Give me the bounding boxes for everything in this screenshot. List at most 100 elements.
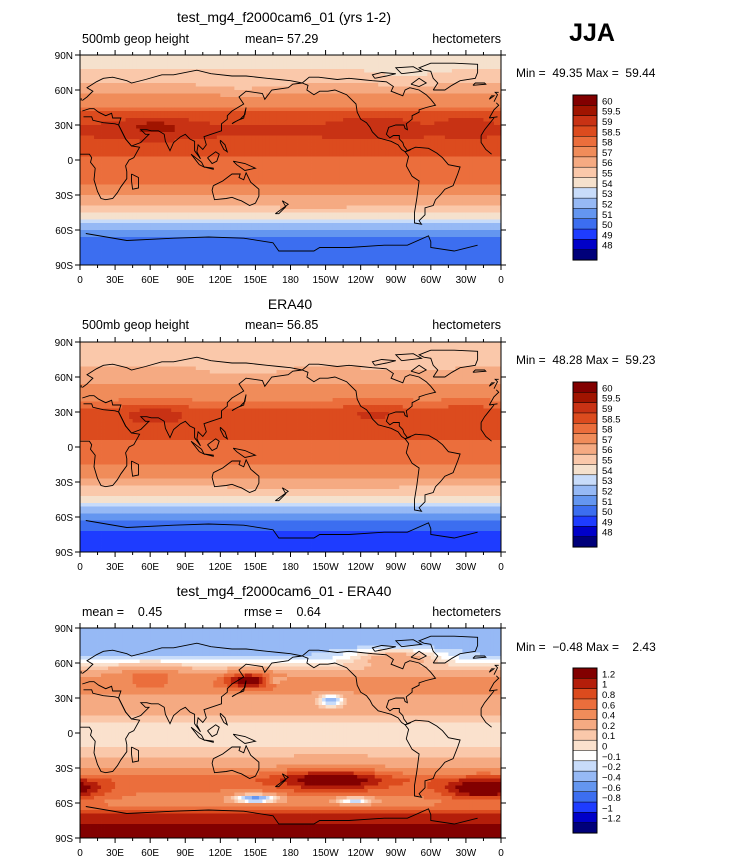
contour-cell [385, 111, 390, 115]
contour-cell [451, 55, 456, 59]
contour-cell [395, 174, 400, 178]
contour-cell [378, 153, 383, 157]
contour-cell [244, 174, 249, 178]
contour-cell [209, 55, 214, 59]
contour-cell [301, 65, 305, 70]
contour-cell [118, 107, 123, 112]
contour-cell [111, 163, 116, 168]
contour-cell [462, 181, 467, 185]
contour-cell [493, 191, 498, 196]
contour-cell [395, 128, 400, 133]
contour-cell [227, 58, 232, 63]
contour-cell [388, 191, 393, 196]
contour-cell [181, 146, 186, 150]
contour-cell [237, 86, 242, 91]
contour-cell [248, 132, 253, 136]
contour-cell [409, 111, 414, 115]
contour-cell [139, 72, 144, 77]
contour-cell [251, 58, 256, 63]
contour-cell [479, 72, 484, 77]
contour-cell [87, 174, 91, 178]
contour-cell [490, 125, 495, 129]
contour-cell [469, 156, 474, 161]
contour-cell [94, 69, 98, 73]
contour-cell [378, 76, 383, 80]
contour-cell [118, 128, 123, 133]
contour-cell [304, 121, 309, 126]
contour-cell [367, 121, 372, 126]
contour-cell [248, 100, 253, 105]
contour-cell [276, 132, 281, 136]
contour-cell [118, 114, 123, 119]
contour-cell [160, 195, 165, 199]
contour-cell [220, 163, 225, 168]
contour-cell [188, 142, 193, 147]
contour-cell [83, 153, 88, 157]
contour-cell [132, 163, 137, 168]
contour-cell [388, 107, 393, 112]
contour-cell [192, 90, 197, 94]
contour-cell [178, 146, 183, 150]
contour-cell [486, 142, 491, 147]
contour-cell [378, 135, 383, 140]
contour-cell [427, 93, 432, 98]
contour-cell [476, 177, 481, 182]
contour-cell [136, 86, 141, 91]
contour-cell [441, 69, 446, 73]
contour-cell [332, 146, 337, 150]
contour-cell [143, 90, 148, 94]
contour-cell [430, 135, 435, 140]
contour-cell [427, 128, 432, 133]
contour-cell [343, 107, 348, 112]
contour-cell [171, 86, 176, 91]
contour-cell [332, 97, 337, 101]
contour-cell [353, 65, 358, 70]
contour-cell [157, 76, 162, 80]
contour-cell [409, 62, 414, 66]
contour-cell [279, 65, 284, 70]
contour-cell [388, 100, 393, 105]
contour-cell [497, 90, 501, 94]
contour-cell [136, 135, 141, 140]
contour-cell [402, 153, 407, 157]
contour-cell [188, 135, 193, 140]
contour-cell [322, 72, 326, 77]
contour-cell [129, 104, 134, 108]
contour-cell [269, 167, 274, 171]
contour-cell [195, 181, 200, 185]
contour-cell [174, 55, 179, 59]
contour-cell [108, 114, 112, 119]
contour-cell [336, 195, 341, 199]
contour-cell [336, 184, 341, 189]
contour-cell [346, 104, 351, 108]
contour-cell [171, 188, 176, 192]
contour-cell [311, 69, 316, 73]
contour-cell [497, 195, 501, 199]
contour-cell [469, 142, 474, 147]
contour-cell [192, 72, 197, 77]
contour-cell [283, 100, 288, 105]
contour-cell [286, 121, 291, 126]
contour-cell [265, 79, 270, 84]
contour-cell [416, 177, 421, 182]
contour-cell [258, 114, 263, 119]
contour-cell [385, 121, 390, 126]
contour-cell [171, 135, 176, 140]
contour-cell [251, 195, 256, 199]
contour-cell [343, 135, 348, 140]
contour-cell [297, 118, 302, 122]
contour-cell [286, 191, 291, 196]
contour-cell [80, 135, 84, 140]
contour-cell [143, 181, 148, 185]
contour-cell [311, 104, 316, 108]
contour-cell [357, 83, 362, 87]
contour-cell [402, 188, 407, 192]
contour-cell [185, 86, 190, 91]
contour-cell [195, 177, 200, 182]
contour-cell [388, 118, 393, 122]
contour-cell [476, 156, 481, 161]
contour-cell [258, 58, 263, 63]
contour-cell [381, 76, 386, 80]
contour-cell [286, 86, 291, 91]
contour-cell [283, 184, 288, 189]
